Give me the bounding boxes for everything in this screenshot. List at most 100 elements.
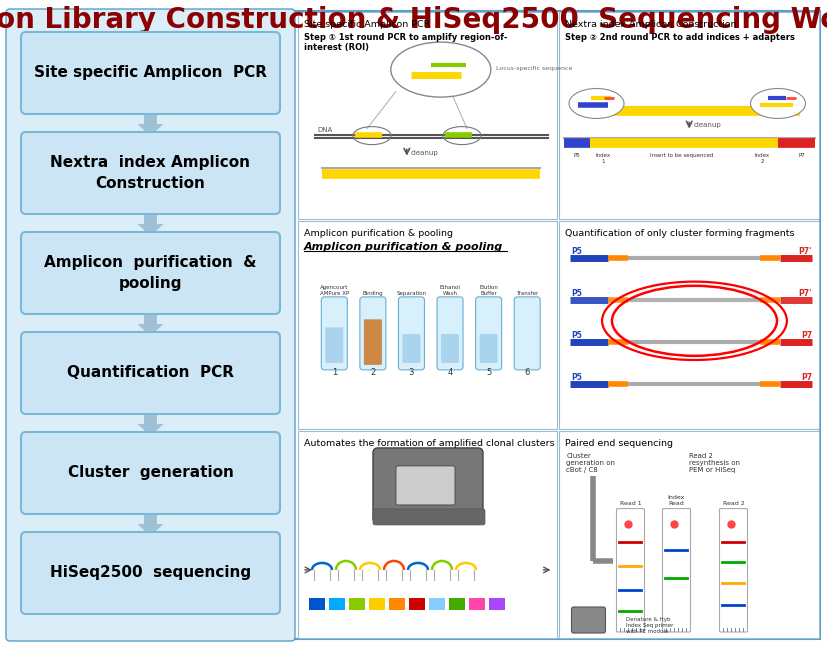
FancyBboxPatch shape [372,509,485,525]
Text: P5: P5 [571,331,581,339]
FancyBboxPatch shape [321,297,347,370]
Text: P7: P7 [800,373,811,382]
Ellipse shape [568,88,624,119]
FancyBboxPatch shape [479,334,497,363]
FancyBboxPatch shape [6,9,294,641]
Text: Read 2
resynthesis on
PEM or HiSeq: Read 2 resynthesis on PEM or HiSeq [688,452,739,472]
Bar [409,598,424,609]
FancyBboxPatch shape [441,334,458,363]
Text: P5: P5 [571,289,581,298]
FancyBboxPatch shape [21,132,280,214]
Text: Nextra  index Amplicon
Construction: Nextra index Amplicon Construction [50,155,251,191]
Text: Insert to be sequenced: Insert to be sequenced [649,153,712,158]
FancyBboxPatch shape [21,332,280,414]
Text: Automates the formation of amplified clonal clusters: Automates the formation of amplified clo… [304,439,554,448]
Text: Ethanol
Wash: Ethanol Wash [439,285,460,296]
FancyBboxPatch shape [372,448,482,523]
Text: P5: P5 [573,153,580,158]
FancyBboxPatch shape [298,12,557,219]
FancyBboxPatch shape [514,297,539,370]
Text: Cluster
generation on
cBot / C8: Cluster generation on cBot / C8 [566,452,614,472]
Text: 3: 3 [409,368,414,377]
Text: cleanup: cleanup [410,150,438,156]
FancyBboxPatch shape [21,432,280,514]
Polygon shape [137,324,163,336]
Bar [308,598,325,609]
Bar [428,598,444,609]
Text: Read 1: Read 1 [619,500,641,506]
Bar [369,598,385,609]
Text: Step ① 1st round PCR to amplify region-of-
interest (ROI): Step ① 1st round PCR to amplify region-o… [304,33,507,53]
Text: Paired end sequencing: Paired end sequencing [565,439,672,448]
FancyBboxPatch shape [475,297,501,370]
Text: Transfer: Transfer [515,291,538,296]
Text: Amplicon Library Construction & HiSeq2500  Sequencing Workflow: Amplicon Library Construction & HiSeq250… [0,6,827,34]
Text: P5: P5 [571,247,581,256]
FancyBboxPatch shape [571,607,605,633]
Bar [489,598,504,609]
Text: 4: 4 [447,368,452,377]
Bar [348,598,365,609]
FancyBboxPatch shape [298,431,557,638]
Text: Quantification  PCR: Quantification PCR [67,365,234,380]
Text: DNA: DNA [317,127,332,132]
Bar [389,598,404,609]
FancyBboxPatch shape [559,221,818,429]
Text: Locus-specific sequence: Locus-specific sequence [495,66,571,71]
Ellipse shape [390,42,490,97]
FancyBboxPatch shape [21,232,280,314]
FancyBboxPatch shape [616,509,643,632]
Bar [448,598,465,609]
Text: HiSeq2500  sequencing: HiSeq2500 sequencing [50,565,251,580]
FancyBboxPatch shape [662,509,690,632]
Text: Site specific Amplicon PCR: Site specific Amplicon PCR [304,20,430,29]
Text: Separation: Separation [396,291,426,296]
Bar [144,210,157,224]
Polygon shape [137,424,163,436]
Text: P7': P7' [797,247,811,256]
Text: Denature & Hyb
Index Seq primer
with PE module: Denature & Hyb Index Seq primer with PE … [626,617,673,634]
Text: 2: 2 [370,368,375,377]
Bar [144,510,157,524]
Ellipse shape [749,88,805,119]
Text: Index
1: Index 1 [595,153,609,164]
Text: P7': P7' [797,289,811,298]
Bar [144,310,157,324]
Bar [468,598,485,609]
Text: cleanup: cleanup [692,123,720,129]
Text: Elution
Buffer: Elution Buffer [479,285,498,296]
Bar [144,110,157,124]
Polygon shape [137,124,163,136]
Text: 6: 6 [523,368,529,377]
FancyBboxPatch shape [719,509,747,632]
FancyBboxPatch shape [363,319,381,365]
Polygon shape [137,524,163,536]
FancyBboxPatch shape [21,532,280,614]
Text: Agencourt
AMPure XP: Agencourt AMPure XP [319,285,348,296]
Text: Amplicon  purification  &
pooling: Amplicon purification & pooling [44,255,256,291]
FancyBboxPatch shape [559,431,818,638]
Text: Binding: Binding [362,291,383,296]
Text: Amplicon purification & pooling: Amplicon purification & pooling [304,242,503,252]
FancyBboxPatch shape [325,327,343,363]
FancyBboxPatch shape [559,12,818,219]
Text: Quantification of only cluster forming fragments: Quantification of only cluster forming f… [565,229,794,238]
FancyBboxPatch shape [21,32,280,114]
FancyBboxPatch shape [298,221,557,429]
Text: Step ② 2nd round PCR to add indices + adapters: Step ② 2nd round PCR to add indices + ad… [565,33,795,42]
FancyBboxPatch shape [8,11,819,639]
Bar [144,410,157,424]
Text: Cluster  generation: Cluster generation [68,465,233,480]
Text: Index
Read: Index Read [667,495,685,506]
FancyBboxPatch shape [398,297,424,370]
FancyBboxPatch shape [395,466,454,505]
FancyBboxPatch shape [437,297,462,370]
Text: P7: P7 [797,153,804,158]
Text: Index
2: Index 2 [754,153,769,164]
FancyBboxPatch shape [360,297,385,370]
Bar [328,598,345,609]
Text: Site specific Amplicon  PCR: Site specific Amplicon PCR [34,66,266,80]
FancyBboxPatch shape [402,334,420,363]
Text: 5: 5 [485,368,490,377]
Text: P5: P5 [571,373,581,382]
